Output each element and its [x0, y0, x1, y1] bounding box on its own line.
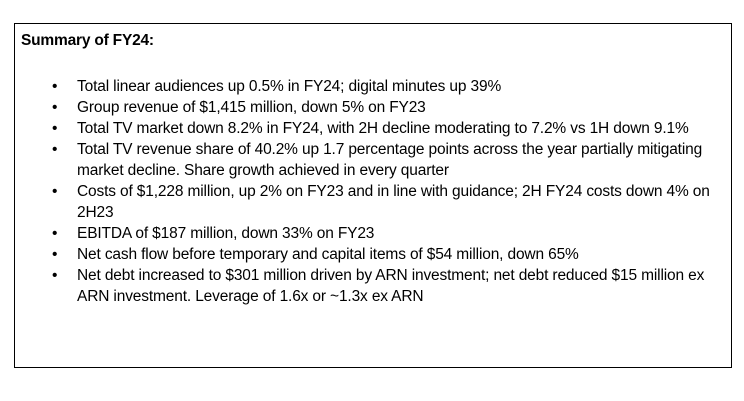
list-item-text: EBITDA of $187 million, down 33% on FY23 [77, 225, 375, 242]
bullet-icon: • [52, 246, 58, 263]
summary-title: Summary of FY24: [21, 32, 154, 49]
list-item: • Total TV revenue share of 40.2% up 1.7 … [52, 139, 717, 181]
bullet-icon: • [52, 120, 58, 137]
list-item: • Total TV market down 8.2% in FY24, with… [52, 118, 717, 139]
bullet-icon: • [52, 183, 58, 200]
bullet-icon: • [52, 78, 58, 95]
list-item: • Group revenue of $1,415 million, down 5… [52, 97, 717, 118]
list-item: • EBITDA of $187 million, down 33% on FY2… [52, 223, 717, 244]
bullet-icon: • [52, 267, 58, 284]
list-item-text: Total TV market down 8.2% in FY24, with … [77, 120, 689, 137]
list-item-text: Total TV revenue share of 40.2% up 1.7 p… [77, 141, 703, 179]
summary-box: Summary of FY24: • Total linear audiences… [14, 23, 732, 368]
list-item-text: Costs of $1,228 million, up 2% on FY23 a… [77, 183, 710, 221]
list-item: • Net debt increased to $301 million driv… [52, 265, 717, 307]
list-item: • Costs of $1,228 million, up 2% on FY23 … [52, 181, 717, 223]
list-item-text: Group revenue of $1,415 million, down 5%… [77, 99, 426, 116]
summary-list: • Total linear audiences up 0.5% in FY24;… [15, 76, 717, 307]
bullet-icon: • [52, 99, 58, 116]
list-item-text: Net debt increased to $301 million drive… [77, 267, 705, 305]
list-item: • Net cash flow before temporary and capi… [52, 244, 717, 265]
list-item-text: Total linear audiences up 0.5% in FY24; … [77, 78, 502, 95]
bullet-icon: • [52, 141, 58, 158]
bullet-icon: • [52, 225, 58, 242]
list-item-text: Net cash flow before temporary and capit… [77, 246, 579, 263]
list-item: • Total linear audiences up 0.5% in FY24;… [52, 76, 717, 97]
